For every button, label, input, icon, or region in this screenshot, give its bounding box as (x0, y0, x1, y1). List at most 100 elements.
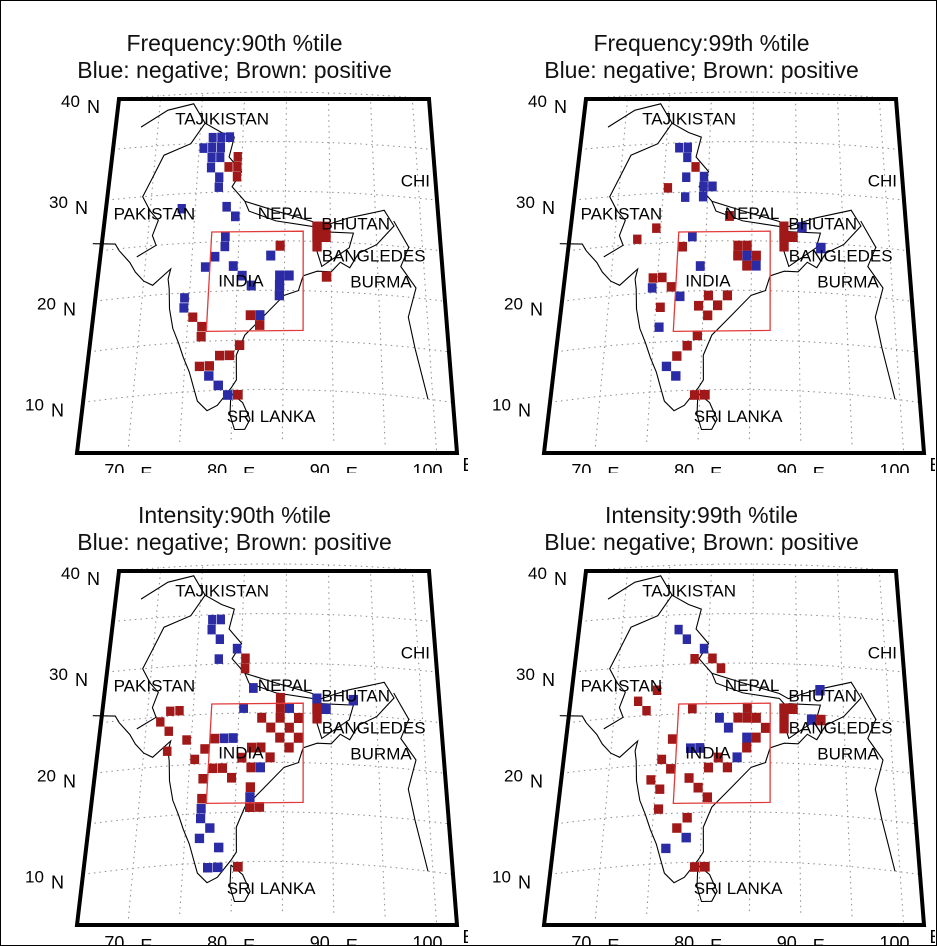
country-label: PAKISTAN (581, 676, 663, 695)
coastline-sri-lanka (229, 392, 251, 431)
negative-cell (213, 862, 223, 873)
graticule-parallel (585, 91, 897, 100)
negative-cell (675, 142, 684, 153)
border-tajikistan (607, 103, 673, 128)
positive-cell (215, 350, 225, 361)
country-label: TAJIKISTAN (642, 582, 736, 601)
negative-cell (661, 843, 671, 854)
country-label: TAJIKISTAN (175, 110, 269, 129)
positive-cell (652, 685, 662, 695)
country-label: BURMA (350, 273, 412, 292)
lon-tick-label: 90 (310, 933, 330, 945)
negative-cell (686, 743, 695, 753)
positive-cell (693, 782, 703, 793)
panel-subtitle: Blue: negative; Brown: positive (544, 57, 859, 83)
country-label: BANGLEDES (789, 719, 893, 738)
positive-cell (166, 706, 175, 716)
negative-cell (216, 614, 225, 625)
positive-cell (733, 712, 743, 723)
positive-cell (218, 763, 227, 773)
graticule-meridian (411, 569, 437, 923)
lat-tick-label: 30 (49, 193, 68, 212)
panel-subtitle: Blue: negative; Brown: positive (77, 529, 392, 555)
country-label: SRI LANKA (227, 407, 316, 426)
border-nepal (711, 673, 780, 699)
lon-tick-label: 100 (413, 461, 443, 473)
lat-tick-hemisphere: N (518, 400, 531, 420)
map-frequency-90: TAJIKISTAN CHI PAKISTAN NEPAL BHUTAN BANGLEDE… (25, 91, 468, 473)
panel-intensity-99: TAJIKISTAN CHI PAKISTAN NEPAL BHUTAN BANGLEDE… (468, 473, 935, 945)
positive-cell (293, 732, 304, 743)
negative-cell (228, 733, 238, 743)
border-burma (393, 220, 429, 400)
country-label: BANGLEDES (322, 247, 426, 266)
graticule-parallel (82, 860, 454, 875)
negative-cell (180, 293, 189, 303)
map-frame (74, 569, 460, 927)
map-background (544, 571, 924, 925)
negative-cell (266, 250, 276, 261)
lon-tick-hemisphere: E (607, 464, 619, 473)
map-frame (74, 97, 460, 455)
positive-cell (700, 861, 710, 872)
negative-cell (245, 792, 255, 802)
negative-cell (210, 251, 220, 262)
significance-cells (177, 132, 332, 400)
positive-cell (690, 862, 700, 872)
negative-cell (249, 683, 258, 693)
lat-tick-hemisphere: N (554, 569, 567, 589)
positive-cell (284, 722, 294, 733)
graticule-parallel (106, 662, 438, 673)
lon-tick-hemisphere: E (813, 464, 825, 473)
positive-cell (312, 221, 322, 232)
country-label: BURMA (817, 745, 879, 764)
border-nepal (244, 201, 313, 227)
lon-tick-hemisphere: E (140, 464, 152, 473)
positive-cell (275, 692, 285, 703)
lat-tick-hemisphere: N (87, 97, 100, 117)
positive-cell (779, 221, 789, 232)
positive-cell (722, 290, 732, 301)
coastline-india (559, 594, 862, 884)
positive-cell (788, 703, 798, 714)
significance-cells (633, 142, 826, 400)
positive-cell (265, 752, 275, 763)
lat-tick-label: 40 (61, 564, 80, 583)
panel-title: Intensity:90th %tile (137, 502, 332, 528)
negative-cell (654, 322, 664, 332)
positive-cell (742, 260, 752, 271)
positive-cell (702, 792, 712, 803)
graticule-meridian (878, 97, 904, 451)
negative-cell (688, 231, 697, 242)
negative-cell (682, 634, 691, 644)
positive-cell (208, 763, 218, 774)
negative-cell (232, 643, 242, 654)
negative-cell (348, 694, 358, 706)
positive-cell (779, 723, 789, 734)
country-label: NEPAL (725, 204, 780, 223)
positive-cell (266, 722, 276, 733)
negative-cell (214, 842, 224, 853)
country-label: BURMA (817, 273, 879, 292)
positive-cell (779, 703, 789, 714)
negative-cell (742, 250, 752, 261)
country-label: CHI (868, 172, 897, 191)
lon-tick-label: 80 (674, 933, 694, 945)
negative-cell (321, 703, 331, 714)
negative-cell (213, 380, 223, 391)
graticule-parallel (118, 563, 430, 572)
positive-cell (182, 735, 191, 745)
lat-tick-hemisphere: N (51, 400, 64, 420)
positive-cell (237, 752, 247, 763)
negative-cell (742, 732, 752, 743)
lon-tick-hemisphere: E (463, 927, 469, 945)
positive-cell (654, 804, 664, 814)
graticule-meridian (836, 94, 853, 445)
graticule-parallel (112, 141, 434, 151)
negative-cell (196, 813, 206, 824)
positive-cell (190, 754, 200, 765)
positive-cell (666, 282, 676, 292)
positive-cell (700, 389, 710, 400)
lat-tick-label: 20 (37, 766, 56, 785)
